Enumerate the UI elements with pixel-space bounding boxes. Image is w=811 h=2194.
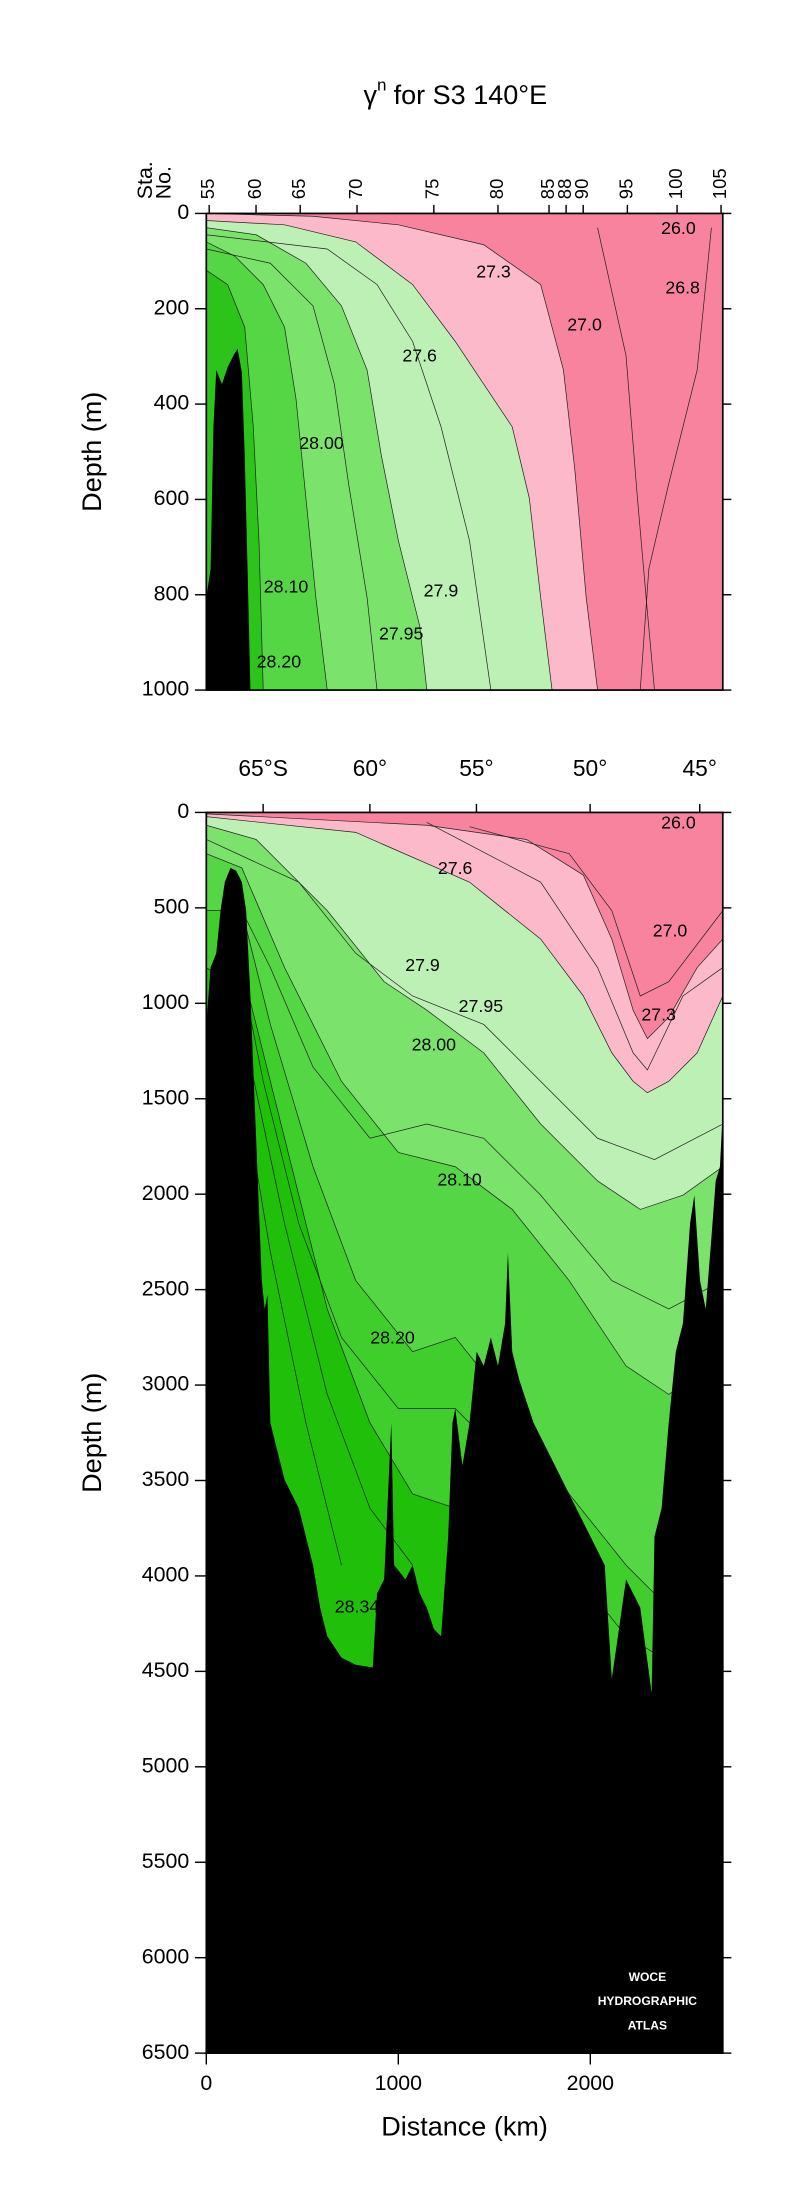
contour-line xyxy=(241,1024,413,1566)
y-tick-label: 1000 xyxy=(142,677,190,701)
station-label: 100 xyxy=(665,168,686,199)
contour-label: 27.95 xyxy=(379,623,424,643)
contour-label: 28.20 xyxy=(370,1328,415,1348)
top-section-fill xyxy=(205,213,723,691)
latitude-label: 60° xyxy=(353,755,387,781)
contour-line xyxy=(597,227,655,691)
contour-label: 26.0 xyxy=(661,813,696,833)
logo-text: WOCE xyxy=(629,1970,667,1984)
title-symbol: γ xyxy=(363,80,377,110)
plot-frame xyxy=(205,212,724,691)
station-label: 85 xyxy=(537,179,558,200)
logo-text: HYDROGRAPHIC xyxy=(598,1994,698,2008)
contour-label: 27.9 xyxy=(424,581,459,601)
contour-label: 26.8 xyxy=(665,277,700,297)
y-tick-label: 400 xyxy=(154,391,190,415)
y-tick-label: 6000 xyxy=(142,1944,190,1968)
contour-label: 28.10 xyxy=(437,1170,482,1190)
contour-label: 28.34 xyxy=(335,1597,380,1617)
bathymetry xyxy=(206,348,251,691)
y-tick-label: 200 xyxy=(154,295,190,319)
contour-line xyxy=(206,234,492,691)
station-label: 75 xyxy=(422,179,443,200)
contour-label: 27.3 xyxy=(641,1005,676,1025)
station-label: 88 xyxy=(554,179,575,200)
station-label: 80 xyxy=(486,179,507,200)
y-tick-label: 6500 xyxy=(142,2040,190,2064)
contour-label: 28.10 xyxy=(264,576,309,596)
y-tick-label: 2500 xyxy=(142,1276,190,1300)
title-superscript: n xyxy=(377,75,387,94)
x-axis-label: Distance (km) xyxy=(381,2112,548,2142)
contour-label: 27.0 xyxy=(653,921,688,941)
contour-line xyxy=(227,881,723,1310)
contour-line xyxy=(206,248,378,691)
latitude-label: 45° xyxy=(683,755,717,781)
x-tick-label: 2000 xyxy=(567,2071,615,2095)
contour-line xyxy=(639,227,712,691)
logo-text: ATLAS xyxy=(628,2018,667,2032)
contour-line xyxy=(426,822,723,1071)
y-tick-label: 4500 xyxy=(142,1658,190,1682)
plot-frame xyxy=(205,811,724,2054)
bottom-section-fill xyxy=(205,812,724,2054)
station-label: 70 xyxy=(345,179,366,200)
contour-label: 28.00 xyxy=(299,433,344,453)
contour-label: 27.6 xyxy=(402,346,437,366)
y-tick-label: 5000 xyxy=(142,1753,190,1777)
latitude-label: 65°S xyxy=(238,755,288,781)
contour-label: 27.3 xyxy=(476,262,511,282)
station-label: 55 xyxy=(197,179,218,200)
x-tick-label: 0 xyxy=(200,2071,212,2095)
contour-label: 28.00 xyxy=(412,1034,457,1054)
station-label: 90 xyxy=(571,179,592,200)
y-tick-label: 1000 xyxy=(142,990,190,1014)
contour-label: 27.9 xyxy=(405,955,440,975)
contour-label: 27.95 xyxy=(459,996,504,1016)
bathymetry xyxy=(206,867,723,2054)
y-tick-label: 3000 xyxy=(142,1372,190,1396)
y-axis-label: Depth (m) xyxy=(77,1373,107,1493)
top-axis-label: Sta. xyxy=(133,161,157,199)
y-tick-label: 800 xyxy=(154,581,190,605)
y-axis-label: Depth (m) xyxy=(77,392,107,512)
contour-label: 26.0 xyxy=(661,218,696,238)
y-tick-label: 600 xyxy=(154,486,190,510)
station-label: 60 xyxy=(244,179,265,200)
contour-label: 27.0 xyxy=(567,315,602,335)
latitude-label: 50° xyxy=(573,755,607,781)
y-tick-label: 1500 xyxy=(142,1085,190,1109)
y-tick-label: 0 xyxy=(177,200,189,224)
contour-label: 27.6 xyxy=(438,858,473,878)
y-tick-label: 3500 xyxy=(142,1467,190,1491)
x-tick-label: 1000 xyxy=(375,2071,423,2095)
station-label: 105 xyxy=(709,168,730,199)
contour-line xyxy=(469,826,724,997)
title-text: for S3 140°E xyxy=(394,80,547,110)
y-tick-label: 2000 xyxy=(142,1181,190,1205)
y-tick-label: 4000 xyxy=(142,1563,190,1587)
y-tick-label: 500 xyxy=(154,895,190,919)
latitude-label: 55° xyxy=(459,755,493,781)
station-label: 65 xyxy=(288,179,309,200)
contour-line xyxy=(206,839,723,1160)
top-axis-label: No. xyxy=(152,166,176,199)
y-tick-label: 0 xyxy=(177,799,189,823)
station-label: 95 xyxy=(615,179,636,200)
chart-title: γn for S3 140°E xyxy=(363,75,547,110)
contour-label: 28.20 xyxy=(257,652,302,672)
y-tick-label: 5500 xyxy=(142,1849,190,1873)
